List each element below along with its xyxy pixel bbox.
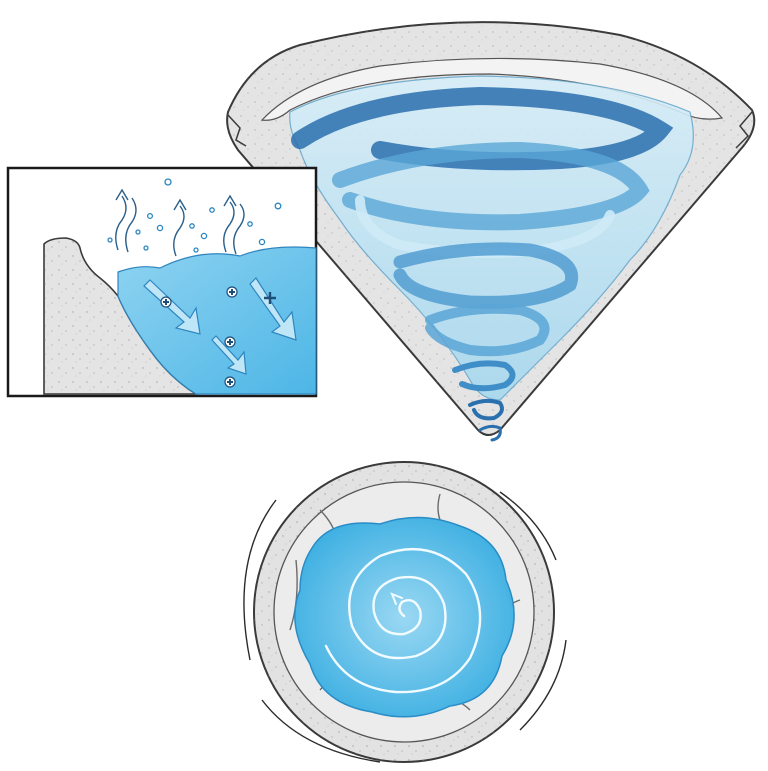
spiral-flow-icon (291, 86, 674, 442)
swirl-spiral-icon (324, 547, 482, 694)
top-view-vortex-basin (243, 461, 567, 763)
rising-vapor-arrow-icon (115, 188, 245, 257)
water-surface-detail-inset (6, 166, 318, 398)
plus-ion-icon (160, 286, 276, 388)
cone-inner-rim (260, 57, 724, 121)
rotation-arrow-icon (243, 491, 567, 763)
downward-flow-arrow-icon (143, 277, 297, 375)
cone-vortex-illustration (226, 21, 756, 442)
bubble-particles (107, 178, 282, 253)
inset-water (117, 246, 317, 395)
